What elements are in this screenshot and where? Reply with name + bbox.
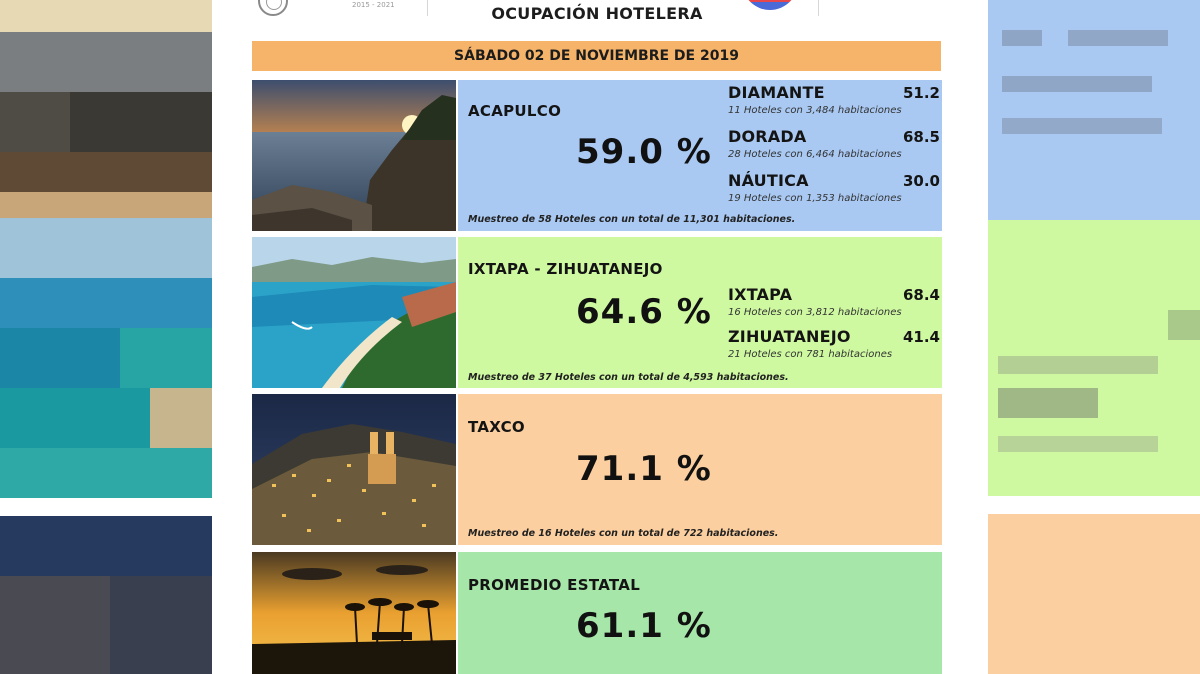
acapulco-panel: ACAPULCO 59.0 % DIAMANTE 51.2 11 Hoteles… <box>458 80 942 231</box>
zone-name: NÁUTICA <box>728 171 809 190</box>
coastal-sunset-photo-icon <box>252 80 456 231</box>
tourism-logo-icon <box>742 0 798 10</box>
zone-ixtapa: IXTAPA 68.4 16 Hoteles con 3,812 habitac… <box>728 285 940 318</box>
zone-detail: 19 Hoteles con 1,353 habitaciones <box>728 193 902 204</box>
date-banner: SÁBADO 02 DE NOVIEMBRE DE 2019 <box>252 41 941 71</box>
zone-value: 51.2 <box>902 84 940 102</box>
taxco-panel: TAXCO 71.1 % Muestreo de 16 Hoteles con … <box>458 394 942 545</box>
city-night-photo-icon <box>252 394 456 545</box>
zone-name: ZIHUATANEJO <box>728 327 851 346</box>
zone-value: 30.0 <box>902 172 940 190</box>
header-divider <box>427 0 428 16</box>
government-seal-icon <box>258 0 288 16</box>
zone-value: 68.4 <box>902 286 940 304</box>
zone-detail: 16 Hoteles con 3,812 habitaciones <box>728 307 902 318</box>
zone-value: 41.4 <box>902 328 940 346</box>
zone-dorada: DORADA 68.5 28 Hoteles con 6,464 habitac… <box>728 127 940 160</box>
zone-nautica: NÁUTICA 30.0 19 Hoteles con 1,353 habita… <box>728 171 940 204</box>
destination-name: PROMEDIO ESTATAL <box>468 576 641 594</box>
zone-name: DIAMANTE <box>728 83 825 102</box>
destination-row-acapulco: ACAPULCO 59.0 % DIAMANTE 51.2 11 Hoteles… <box>252 80 942 231</box>
page-title: OCUPACIÓN HOTELERA <box>491 4 703 23</box>
occupancy-percent: 61.1 % <box>576 606 712 646</box>
occupancy-percent: 64.6 % <box>576 292 712 332</box>
destination-row-ixtapa: IXTAPA - ZIHUATANEJO 64.6 % IXTAPA 68.4 … <box>252 237 942 388</box>
promedio-panel: PROMEDIO ESTATAL 61.1 % <box>458 552 942 674</box>
header-divider <box>818 0 819 16</box>
destination-name: ACAPULCO <box>468 102 562 120</box>
palm-sunset-photo-icon <box>252 552 456 674</box>
zone-name: IXTAPA <box>728 285 793 304</box>
occupancy-percent: 71.1 % <box>576 449 712 489</box>
destination-name: TAXCO <box>468 418 525 436</box>
zone-name: DORADA <box>728 127 807 146</box>
bay-aerial-photo-icon <box>252 237 456 388</box>
zone-diamante: DIAMANTE 51.2 11 Hoteles con 3,484 habit… <box>728 83 940 116</box>
right-blurred-image <box>988 0 1200 674</box>
sample-note: Muestreo de 58 Hoteles con un total de 1… <box>468 214 796 225</box>
destination-row-promedio: PROMEDIO ESTATAL 61.1 % <box>252 552 942 674</box>
zone-value: 68.5 <box>902 128 940 146</box>
sample-note: Muestreo de 37 Hoteles con un total de 4… <box>468 372 789 383</box>
zone-zihuatanejo: ZIHUATANEJO 41.4 21 Hoteles con 781 habi… <box>728 327 940 360</box>
zone-detail: 11 Hoteles con 3,484 habitaciones <box>728 105 902 116</box>
term-years: 2015 - 2021 <box>352 1 395 9</box>
destination-row-taxco: TAXCO 71.1 % Muestreo de 16 Hoteles con … <box>252 394 942 545</box>
left-blurred-image <box>0 0 212 674</box>
sample-note: Muestreo de 16 Hoteles con un total de 7… <box>468 528 779 539</box>
zone-detail: 28 Hoteles con 6,464 habitaciones <box>728 149 902 160</box>
zone-detail: 21 Hoteles con 781 habitaciones <box>728 349 893 360</box>
hotel-occupancy-report: 2015 - 2021 OCUPACIÓN HOTELERA SÁBADO 02… <box>212 0 988 674</box>
ixtapa-panel: IXTAPA - ZIHUATANEJO 64.6 % IXTAPA 68.4 … <box>458 237 942 388</box>
report-header: 2015 - 2021 OCUPACIÓN HOTELERA <box>212 0 988 30</box>
destination-name: IXTAPA - ZIHUATANEJO <box>468 260 663 278</box>
occupancy-percent: 59.0 % <box>576 132 712 172</box>
